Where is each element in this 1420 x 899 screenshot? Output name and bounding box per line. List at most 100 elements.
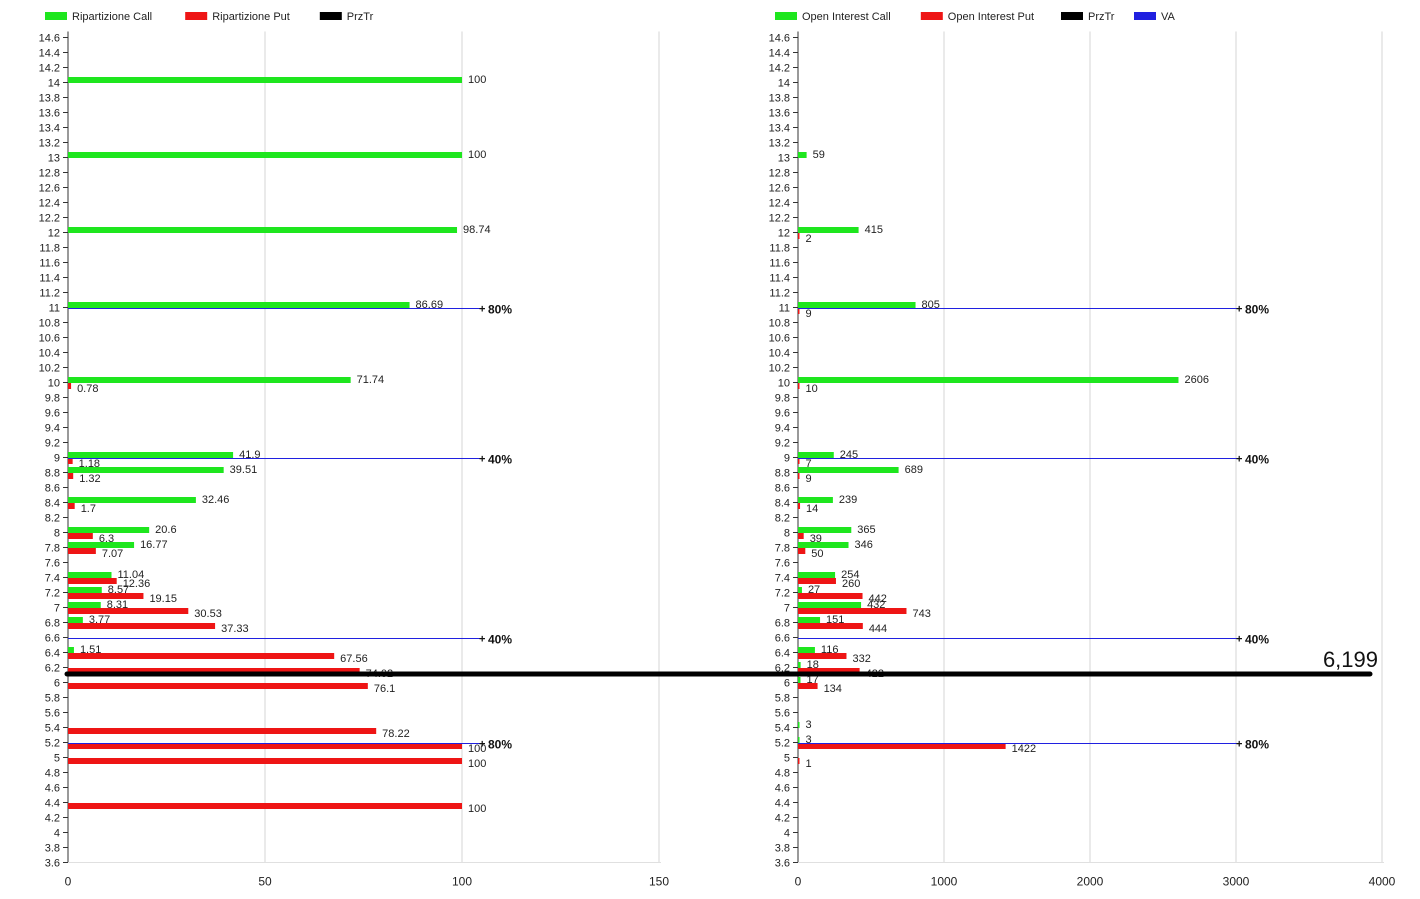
- put-bar: [68, 653, 335, 659]
- y-tick-label: 5.8: [45, 693, 60, 705]
- y-tick-label: 12.8: [39, 168, 60, 180]
- y-tick-label: 6.2: [45, 663, 60, 675]
- put-bar-label: 50: [811, 548, 823, 560]
- y-tick-label: 12.6: [39, 183, 60, 195]
- put-bar-label: 1422: [1012, 743, 1036, 755]
- y-tick-label: 11.6: [769, 258, 790, 270]
- y-tick-label: 7.8: [775, 543, 790, 555]
- va-label: 40%: [488, 453, 512, 467]
- put-bar-label: 1: [806, 758, 812, 770]
- y-tick-label: 12.4: [769, 198, 790, 210]
- y-tick-label: 11.2: [39, 288, 60, 300]
- va-label: 80%: [488, 303, 512, 317]
- y-tick-label: 13.6: [39, 108, 60, 120]
- y-tick-label: 13.4: [769, 123, 790, 135]
- put-bar-label: 100: [468, 803, 486, 815]
- y-tick-label: 4.8: [45, 768, 60, 780]
- y-tick-label: 10: [48, 378, 60, 390]
- call-bar-label: 11.04: [117, 569, 144, 581]
- y-tick-label: 13.8: [39, 93, 60, 105]
- y-tick-label: 12: [778, 228, 790, 240]
- y-tick-label: 13.8: [769, 93, 790, 105]
- put-bar-label: 1.7: [81, 503, 96, 515]
- call-bar-label: 71.74: [357, 374, 385, 386]
- call-bar: [798, 617, 821, 623]
- put-bar: [68, 608, 189, 614]
- put-bar: [798, 473, 800, 479]
- y-tick-label: 8.8: [45, 468, 60, 480]
- y-tick-label: 8.6: [775, 483, 790, 495]
- va-label: 40%: [1245, 453, 1269, 467]
- call-bar-label: 365: [857, 524, 875, 536]
- y-tick-label: 6.8: [775, 618, 790, 630]
- y-tick-label: 4: [784, 828, 790, 840]
- y-tick-label: 10.6: [39, 333, 60, 345]
- put-bar: [798, 683, 818, 689]
- y-tick-label: 11.8: [769, 243, 790, 255]
- y-tick-label: 10.4: [39, 348, 60, 360]
- y-tick-label: 14: [48, 78, 60, 90]
- put-bar: [68, 548, 96, 554]
- call-bar: [68, 587, 102, 593]
- put-bar-label: 100: [468, 743, 486, 755]
- x-tick-label: 100: [452, 875, 472, 889]
- y-tick-label: 9.6: [775, 408, 790, 420]
- put-bar: [798, 458, 800, 464]
- va-marker: +: [1236, 304, 1242, 316]
- y-tick-label: 13.2: [39, 138, 60, 150]
- put-bar-label: 12.36: [123, 578, 151, 590]
- y-tick-label: 4.2: [775, 813, 790, 825]
- va-label: 80%: [1245, 303, 1269, 317]
- y-tick-label: 6.8: [45, 618, 60, 630]
- put-bar-label: 67.56: [340, 653, 368, 665]
- x-tick-label: 4000: [1369, 875, 1396, 889]
- call-bar-label: 254: [841, 569, 859, 581]
- y-tick-label: 8: [54, 528, 60, 540]
- y-tick-label: 10.8: [39, 318, 60, 330]
- call-bar: [798, 227, 859, 233]
- y-tick-label: 4.2: [45, 813, 60, 825]
- y-tick-label: 11.8: [39, 243, 60, 255]
- x-tick-label: 1000: [931, 875, 958, 889]
- call-bar: [68, 572, 112, 578]
- y-tick-label: 6.6: [45, 633, 60, 645]
- put-bar: [798, 548, 806, 554]
- call-bar: [798, 527, 852, 533]
- call-bar-label: 2606: [1184, 374, 1208, 386]
- call-bar-label: 59: [813, 149, 825, 161]
- y-tick-label: 14.4: [39, 48, 60, 60]
- y-tick-label: 8.8: [775, 468, 790, 480]
- y-tick-label: 7.2: [45, 588, 60, 600]
- call-bar: [798, 602, 862, 608]
- legend-swatch: [920, 12, 943, 20]
- put-bar-label: 39: [810, 533, 822, 545]
- put-bar: [798, 383, 800, 389]
- put-bar-label: 743: [912, 608, 930, 620]
- put-bar: [798, 668, 860, 674]
- x-tick-label: 150: [649, 875, 669, 889]
- y-tick-label: 4.4: [775, 798, 790, 810]
- y-tick-label: 4.8: [775, 768, 790, 780]
- y-tick-label: 9.8: [45, 393, 60, 405]
- put-bar: [68, 668, 360, 674]
- legend-label: Ripartizione Put: [212, 11, 290, 23]
- x-tick-label: 3000: [1223, 875, 1250, 889]
- put-bar: [798, 623, 863, 629]
- put-bar: [68, 743, 462, 749]
- y-tick-label: 11.6: [39, 258, 60, 270]
- legend-swatch: [45, 12, 67, 20]
- y-tick-label: 11.4: [769, 273, 790, 285]
- y-tick-label: 9.6: [45, 408, 60, 420]
- y-tick-label: 11: [779, 303, 790, 315]
- call-bar: [798, 452, 834, 458]
- x-tick-label: 0: [795, 875, 802, 889]
- put-bar: [68, 623, 216, 629]
- x-tick-label: 2000: [1077, 875, 1104, 889]
- put-bar-label: 100: [468, 758, 486, 770]
- put-bar: [68, 533, 93, 539]
- y-tick-label: 10.2: [39, 363, 60, 375]
- legend-swatch: [185, 12, 208, 20]
- y-tick-label: 3.6: [775, 858, 790, 870]
- put-bar: [68, 758, 462, 764]
